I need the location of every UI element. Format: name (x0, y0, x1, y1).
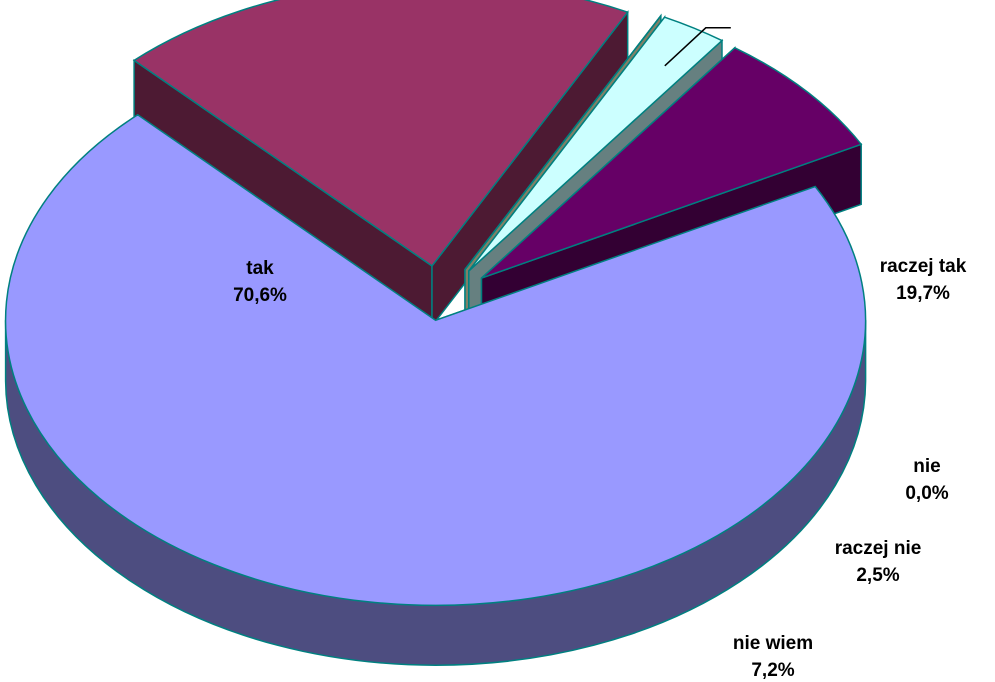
slice-raczej-nie (468, 16, 724, 272)
label-nie-wiem-value: 7,2% (751, 660, 795, 681)
label-nie-name: nie (913, 456, 941, 477)
slice-tak (4, 113, 867, 607)
label-raczej-nie-value: 2,5% (856, 565, 900, 586)
label-raczej-tak-name: raczej tak (879, 256, 967, 277)
label-nie-wiem-name: nie wiem (732, 633, 814, 654)
label-nie-value: 0,0% (905, 483, 949, 504)
label-tak-value: 70,6% (233, 285, 287, 306)
label-raczej-nie: raczej nie 2,5% (823, 535, 933, 589)
label-raczej-tak-value: 19,7% (896, 283, 950, 304)
label-nie: nie 0,0% (895, 453, 959, 507)
slice-nie-wiem (480, 46, 863, 279)
leader-line-nie (664, 27, 731, 67)
label-tak-name: tak (246, 258, 274, 279)
label-nie-wiem: nie wiem 7,2% (718, 630, 828, 682)
slice-nie (464, 15, 662, 270)
label-raczej-tak: raczej tak 19,7% (858, 253, 988, 307)
label-raczej-nie-name: raczej nie (834, 538, 922, 559)
slice-raczej-tak (132, 0, 629, 267)
label-tak: tak 70,6% (205, 255, 315, 309)
